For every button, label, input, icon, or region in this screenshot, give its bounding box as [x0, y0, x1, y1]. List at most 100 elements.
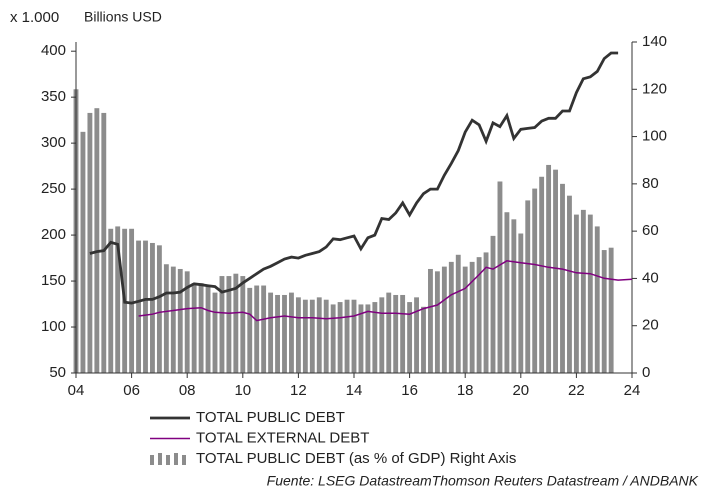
bar: [448, 261, 454, 373]
bar: [226, 276, 232, 373]
y2-tick-label: 20: [642, 317, 659, 334]
bar: [136, 240, 141, 373]
bar: [108, 228, 114, 373]
unit-label: x 1.000: [10, 9, 59, 26]
line: [89, 51, 619, 305]
y2-tick-label: 80: [642, 175, 659, 192]
bar: [129, 228, 135, 373]
bar: [150, 242, 155, 373]
bar: [233, 273, 239, 373]
bar: [191, 283, 197, 373]
bar: [532, 188, 538, 373]
bar: [518, 233, 524, 373]
bar: [393, 294, 399, 373]
bar: [101, 112, 107, 373]
bar: [421, 306, 426, 373]
bar: [441, 266, 447, 373]
bar: [539, 176, 545, 373]
bar: [295, 297, 301, 373]
y-tick-label: 400: [41, 42, 66, 59]
bar: [219, 276, 225, 373]
bar: [115, 226, 121, 373]
legend-swatch: [166, 455, 170, 465]
bar: [358, 304, 364, 373]
y-axis-label: Billions USD: [84, 9, 162, 25]
bar: [601, 250, 607, 373]
y-tick-label: 350: [41, 88, 66, 105]
y-tick-label: 50: [49, 364, 66, 381]
bar: [594, 226, 600, 373]
bar: [560, 183, 565, 373]
y2-tick-label: 100: [642, 128, 667, 145]
y-tick-label: 100: [41, 318, 66, 335]
bar: [428, 268, 433, 373]
y2-tick-label: 0: [642, 364, 650, 381]
legend-swatch: [182, 455, 186, 465]
bar: [476, 257, 482, 373]
bar: [414, 297, 419, 373]
y2-tick-label: 60: [642, 222, 659, 239]
legend-swatch: [158, 453, 162, 465]
bar: [483, 252, 489, 373]
y2-tick-label: 120: [642, 80, 667, 97]
bar: [546, 164, 552, 373]
x-tick-label: 06: [123, 382, 140, 399]
x-tick-label: 14: [346, 382, 363, 399]
bar: [177, 268, 183, 373]
x-tick-label: 10: [234, 382, 251, 399]
bar: [282, 294, 287, 373]
bar: [490, 235, 496, 373]
bar: [330, 304, 336, 373]
y-tick-label: 300: [41, 134, 66, 151]
legend-swatch: [174, 453, 178, 465]
legend-label: TOTAL EXTERNAL DEBT: [196, 429, 369, 446]
bar: [497, 181, 503, 373]
bar: [553, 169, 558, 373]
bar: [504, 212, 510, 373]
legend-swatch: [150, 455, 154, 465]
bar: [240, 276, 246, 373]
bar: [372, 302, 378, 373]
x-tick-label: 16: [401, 382, 418, 399]
bar: [289, 292, 294, 373]
bar: [573, 214, 579, 373]
bar: [351, 299, 357, 373]
line: [138, 260, 633, 322]
bar: [400, 294, 406, 373]
x-tick-label: 24: [624, 382, 641, 399]
bar: [462, 266, 468, 373]
bar: [254, 285, 260, 373]
bar: [386, 292, 392, 373]
bar: [275, 294, 280, 373]
bar: [567, 195, 572, 373]
x-tick-label: 08: [179, 382, 196, 399]
bar: [184, 271, 190, 373]
bar: [469, 261, 475, 373]
bar: [608, 247, 614, 373]
bar: [525, 200, 531, 373]
x-tick-label: 12: [290, 382, 307, 399]
bar: [323, 299, 329, 373]
legend-label: TOTAL PUBLIC DEBT: [196, 409, 345, 426]
bar: [434, 271, 440, 373]
bar: [316, 297, 322, 373]
y-tick-label: 200: [41, 226, 66, 243]
bar: [268, 292, 274, 373]
y-tick-label: 250: [41, 180, 66, 197]
x-tick-label: 20: [512, 382, 529, 399]
bar: [337, 302, 343, 373]
x-tick-label: 22: [568, 382, 585, 399]
bar: [344, 299, 350, 373]
bar: [455, 254, 461, 373]
y2-tick-label: 40: [642, 269, 659, 286]
bar: [212, 292, 218, 373]
bar: [261, 285, 267, 373]
bar: [407, 302, 413, 373]
y-tick-label: 150: [41, 272, 66, 289]
bar: [80, 131, 86, 373]
bar: [247, 287, 253, 373]
bar: [580, 209, 586, 373]
source: Fuente: LSEG DatastreamThomson Reuters D…: [267, 473, 699, 489]
bar: [143, 240, 148, 373]
